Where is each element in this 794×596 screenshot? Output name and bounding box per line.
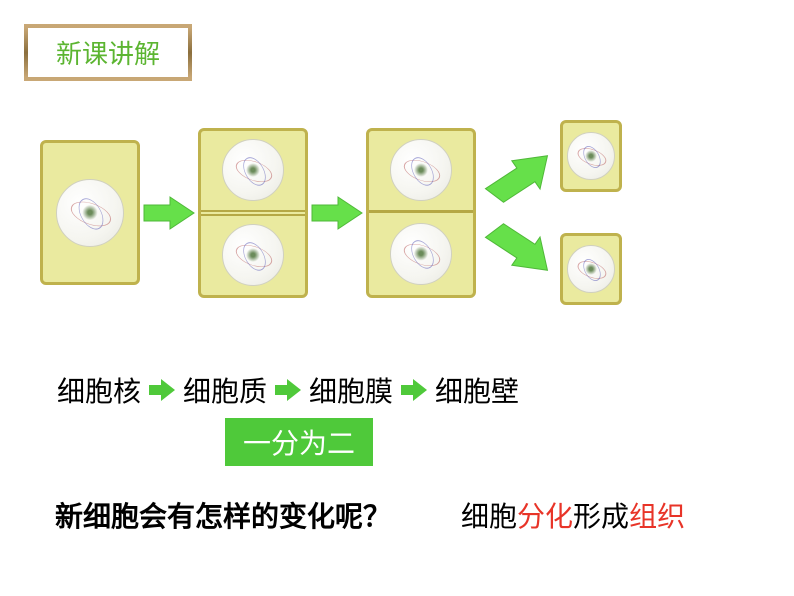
division-sequence: 细胞核 细胞质 细胞膜 细胞壁 xyxy=(55,370,521,410)
arrow-icon xyxy=(147,377,177,403)
answer-highlight: 分化 xyxy=(517,501,573,532)
cell-stage-1 xyxy=(40,140,140,285)
answer-highlight: 组织 xyxy=(629,501,685,532)
question-row: 新细胞会有怎样的变化呢？ 细胞分化形成组织 xyxy=(55,495,755,535)
split-arrows xyxy=(476,128,556,298)
nucleus xyxy=(567,245,615,293)
nucleus xyxy=(222,139,284,201)
arrow-icon xyxy=(273,377,303,403)
header-label: 新课讲解 xyxy=(56,39,160,69)
seq-term: 细胞核 xyxy=(57,370,141,410)
daughter-cell xyxy=(560,120,622,192)
daughter-cell xyxy=(560,233,622,305)
nucleus xyxy=(56,179,124,247)
seq-term: 细胞膜 xyxy=(309,370,393,410)
cell-stage-3 xyxy=(366,128,476,298)
cell-division-diagram xyxy=(40,120,760,305)
nucleus xyxy=(567,132,615,180)
arrow-icon xyxy=(308,193,366,233)
cell-stage-4 xyxy=(556,120,626,305)
header-badge: 新课讲解 xyxy=(24,24,192,81)
nucleus xyxy=(390,223,452,285)
seq-term: 细胞质 xyxy=(183,370,267,410)
arrow-icon xyxy=(399,377,429,403)
answer-part: 形成 xyxy=(573,501,629,532)
cell-stage-2 xyxy=(198,128,308,298)
nucleus xyxy=(222,224,284,286)
answer-part: 细胞 xyxy=(461,501,517,532)
nucleus xyxy=(390,139,452,201)
answer-text: 细胞分化形成组织 xyxy=(461,495,685,535)
question-text: 新细胞会有怎样的变化呢？ xyxy=(55,495,391,535)
arrow-icon xyxy=(140,193,198,233)
divide-label: 一分为二 xyxy=(225,418,373,466)
seq-term: 细胞壁 xyxy=(435,370,519,410)
